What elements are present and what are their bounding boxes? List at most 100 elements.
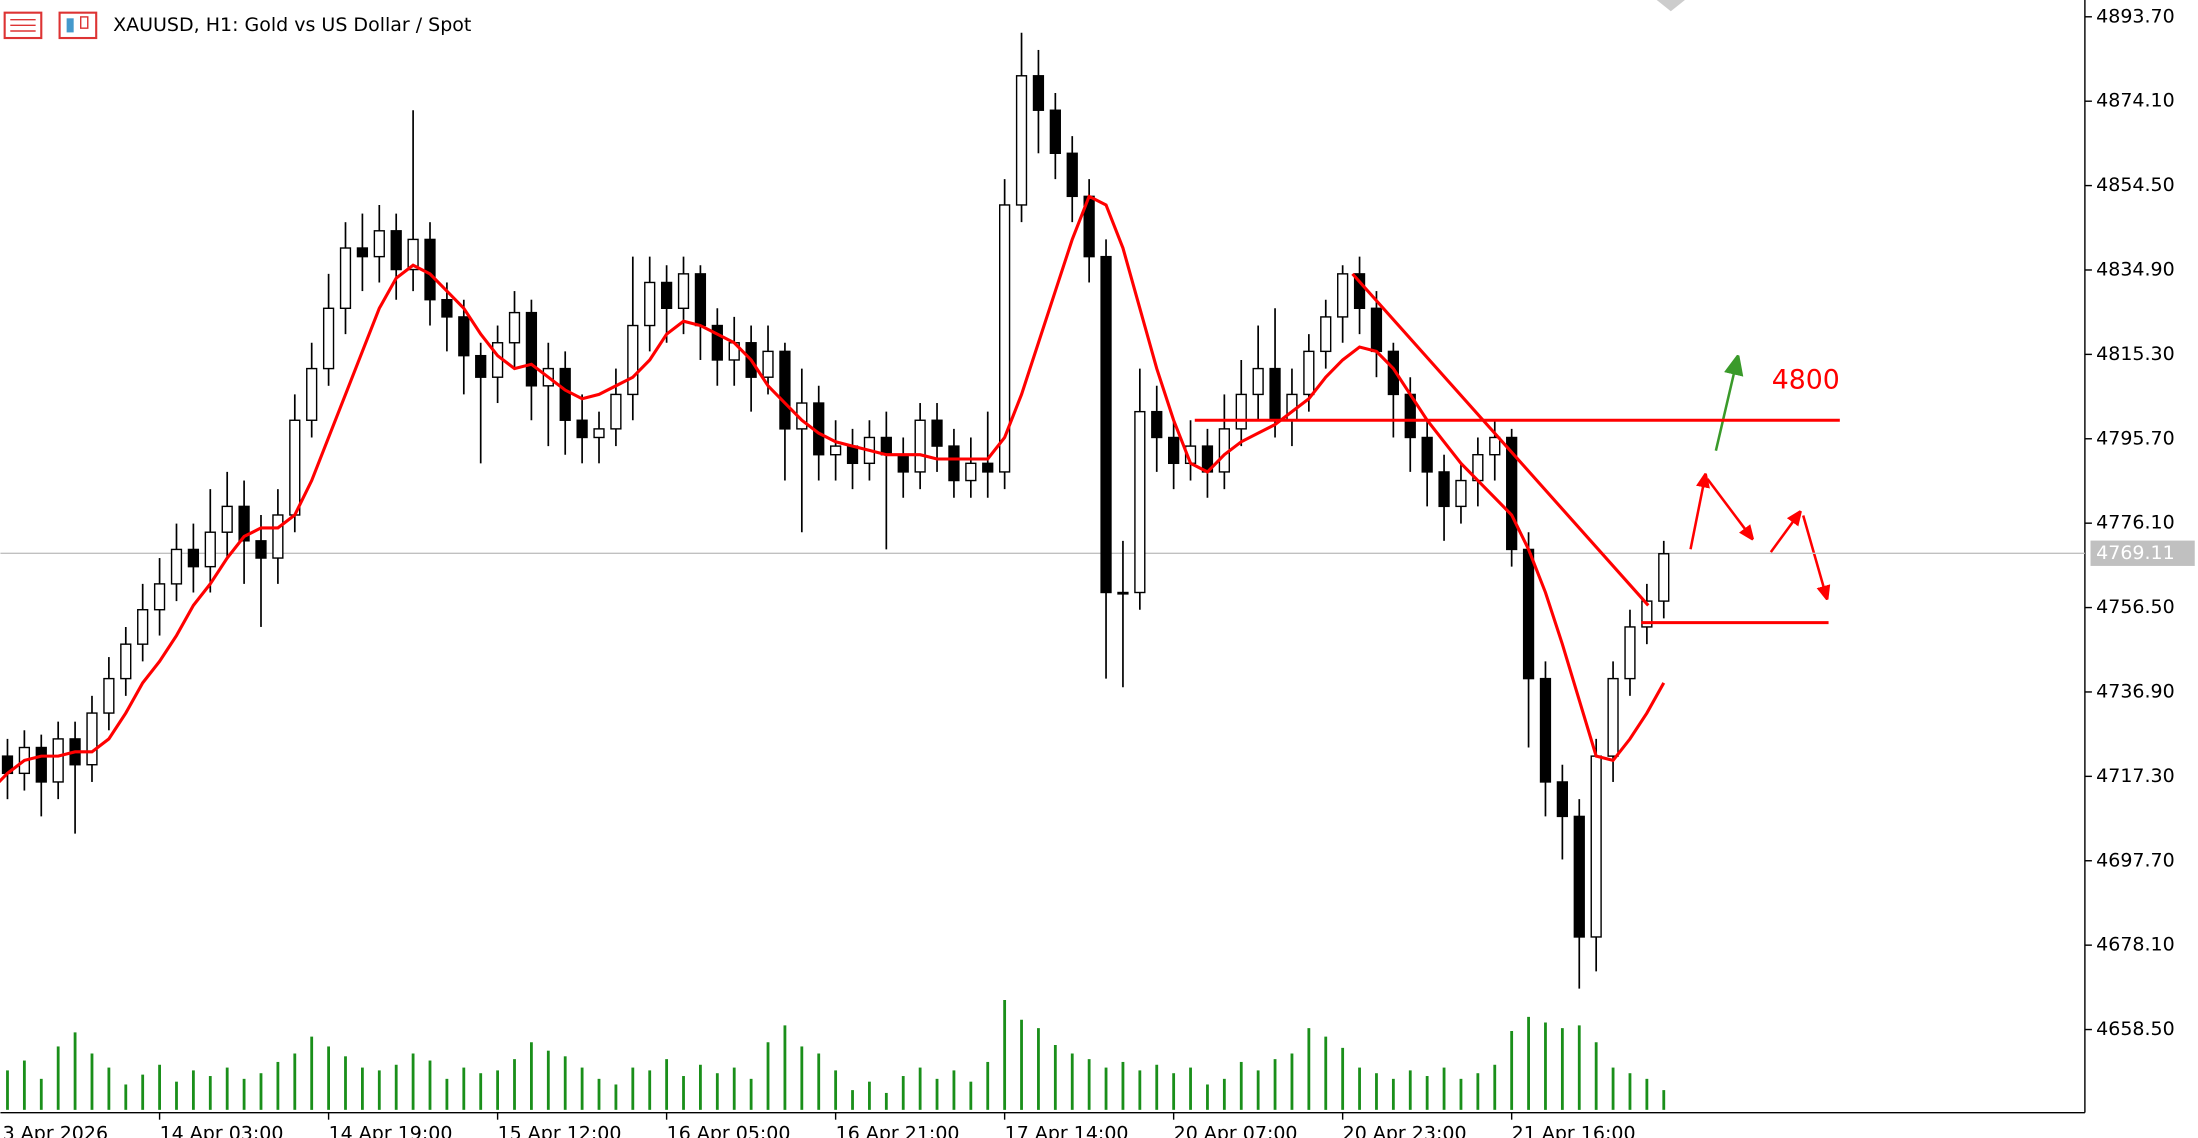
candle-body [677,273,690,310]
candle-body [593,428,605,439]
x-tick-label: 14 Apr 03:00 [160,1122,284,1138]
candle-body [525,311,538,387]
candle-body [1134,410,1146,594]
candle-body [1015,75,1028,206]
candle-body [373,230,385,258]
candle-body [829,445,842,456]
candle-body [1387,350,1399,396]
x-tick-label: 16 Apr 21:00 [836,1122,960,1138]
candle-body [1370,307,1383,353]
y-tick-label: 4697.70 [2096,849,2175,871]
candle-body [424,238,436,301]
candle-body [221,505,233,533]
y-tick-label: 4815.30 [2096,343,2175,365]
x-tick-label: 15 Apr 12:00 [498,1122,622,1138]
candle-body [120,643,132,680]
candle-body [255,540,267,559]
candle-body [306,367,318,421]
y-tick-label: 4756.50 [2096,596,2175,618]
candle-body [999,204,1011,473]
candle-body [982,462,994,473]
candle-body [441,298,453,318]
chart-title: XAUUSD, H1: Gold vs US Dollar / Spot [113,14,471,36]
candle-body [238,505,250,542]
x-tick-label: 17 Apr 14:00 [1005,1122,1129,1138]
candle-body [1455,479,1467,508]
candle-body [187,548,200,568]
candle-body [627,324,639,396]
candle-body [1303,350,1315,396]
candle-body [1624,626,1636,680]
candle-body [660,281,673,310]
x-tick-label: 21 Apr 16:00 [1512,1122,1636,1138]
candle-body [1337,273,1349,318]
candle-body [289,419,301,516]
candle-body [711,324,723,361]
candle-body [86,712,98,766]
candle-body [1590,755,1602,938]
candle-body [1539,677,1552,783]
x-tick-label: 20 Apr 23:00 [1343,1122,1467,1138]
forecast-arrows [1689,366,1826,594]
candle-body [1168,436,1180,465]
candle-body [475,354,487,378]
candle-body [170,548,183,585]
candle-body [931,419,943,447]
candle-body [914,419,926,473]
last-price-label: 4769.11 [2096,542,2175,564]
candle-body [1438,471,1450,508]
candle-body [458,316,470,357]
y-tick-label: 4678.10 [2096,934,2175,956]
candle-body [103,677,115,714]
y-tick-label: 4874.10 [2096,90,2175,112]
y-tick-label: 4893.70 [2096,5,2175,27]
y-tick-label: 4717.30 [2096,765,2175,787]
candle-body [897,454,909,473]
candle-body [576,419,588,439]
scroll-marker [1656,0,1685,12]
candle-body [137,609,149,645]
candle-body [1032,75,1045,111]
candle-body [339,247,352,310]
trendline [1351,272,1650,607]
candle-body [559,367,571,421]
candle-body [1489,436,1501,456]
candle-body [880,436,892,456]
x-tick-label: 13 Apr 2026 [0,1122,108,1138]
candle-body [390,230,402,271]
candle-body [762,350,774,378]
candle-body [1421,436,1433,473]
candle-body [1607,677,1619,757]
last-price-box [2090,540,2195,566]
candle-body [272,514,284,559]
toolbar-icons [3,11,98,40]
moving-average [0,194,1666,784]
candle-body [779,350,791,430]
candle-body [52,738,64,783]
y-tick-label: 4658.50 [2096,1018,2175,1040]
candle-body [948,445,960,482]
candle-body [508,311,521,344]
candle-body [846,445,859,465]
candle-body [1151,410,1163,439]
candle-body [694,273,707,327]
candle-body [1320,316,1332,353]
candle-body [1506,436,1518,551]
candle-body [1556,781,1569,818]
candle-body [1066,152,1078,198]
y-tick-label: 4795.70 [2096,427,2175,449]
candle-body [1117,591,1129,595]
candle-body [1641,600,1653,628]
candle-body [204,531,216,568]
candle-body [1235,393,1247,430]
candle-body [1269,367,1281,421]
level-label: 4800 [1772,364,1840,395]
candle-body [1573,815,1585,938]
candle-body [1252,367,1264,396]
x-tick-label: 14 Apr 19:00 [329,1122,453,1138]
candle-body [1100,255,1112,594]
y-tick-label: 4736.90 [2096,680,2175,702]
